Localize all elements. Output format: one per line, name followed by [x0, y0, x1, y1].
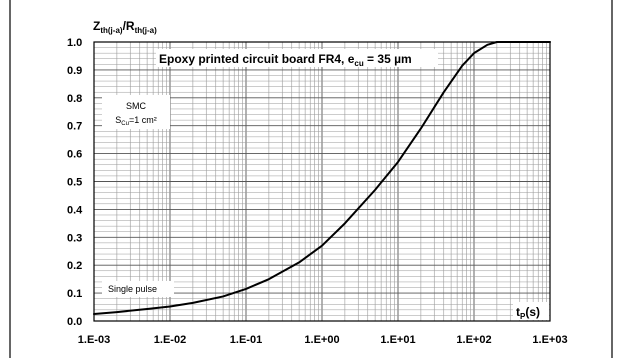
pulse-annotation-box — [102, 281, 174, 297]
y-tick-label: 0.4 — [67, 204, 83, 216]
y-tick-label: 0.5 — [67, 177, 82, 189]
x-label-box — [513, 302, 549, 320]
y-tick-label: 0.6 — [67, 149, 82, 161]
y-tick-label: 0.7 — [67, 121, 82, 133]
series-layer — [93, 41, 551, 316]
smc-annotation-line2: SCu=1 cm² — [115, 115, 156, 127]
y-axis-label: Zth(j-a)/Rth(j-a) — [93, 19, 157, 35]
y-tick-label: 1.0 — [67, 37, 82, 49]
grid — [93, 41, 550, 322]
y-tick-label: 0.8 — [67, 93, 82, 105]
series-line-0 — [93, 41, 551, 316]
chart-title-main: Epoxy printed circuit board FR4, e — [159, 52, 355, 66]
x-tick-label: 1.E-02 — [154, 334, 186, 346]
smc-annotation-line1: SMC — [126, 101, 147, 111]
x-tick-label: 1.E+00 — [304, 334, 339, 346]
y-tick-label: 0.9 — [67, 65, 82, 77]
plot-frame — [93, 41, 551, 322]
y-tick-label: 0.1 — [67, 288, 82, 300]
smc-annotation-box — [102, 95, 170, 129]
x-tick-label: 1.E-03 — [78, 334, 110, 346]
x-tick-label: 1.E+02 — [456, 334, 491, 346]
y-label-r-sub: th(j-a) — [135, 26, 158, 35]
x-tick-label: 1.E+03 — [532, 334, 567, 346]
y-label-z: Z — [93, 19, 100, 33]
smc-s: S — [115, 115, 121, 125]
y-label-z-sub: th(j-a) — [100, 26, 123, 35]
x-tick-label: 1.E+01 — [380, 334, 415, 346]
x-label-unit: (s) — [525, 305, 540, 319]
x-label-t-sub: P — [520, 312, 526, 321]
y-label-slash: /R — [123, 19, 135, 33]
title-box — [156, 49, 438, 67]
y-tick-label: 0.2 — [67, 260, 82, 272]
y-tick-label: 0.0 — [67, 316, 82, 328]
x-axis-label: tP(s) — [516, 305, 540, 321]
chart-title-sub: cu — [354, 59, 363, 68]
pulse-annotation: Single pulse — [108, 284, 157, 294]
y-tick-label: 0.3 — [67, 232, 82, 244]
smc-s-sub: Cu — [121, 121, 129, 127]
x-tick-label: 1.E-01 — [230, 334, 262, 346]
chart-title: Epoxy printed circuit board FR4, ecu = 3… — [159, 52, 412, 68]
tick-labels: 0.0 0.1 0.2 0.3 0.4 0.5 0.6 0.7 0.8 0.9 1.0 1.E-03 1… — [67, 37, 568, 346]
x-label-t: t — [516, 305, 520, 319]
smc-tail: =1 cm² — [129, 115, 157, 125]
chart-title-tail: = 35 µm — [364, 52, 412, 66]
